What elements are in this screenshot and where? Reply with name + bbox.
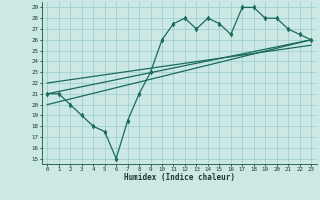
X-axis label: Humidex (Indice chaleur): Humidex (Indice chaleur) [124, 173, 235, 182]
